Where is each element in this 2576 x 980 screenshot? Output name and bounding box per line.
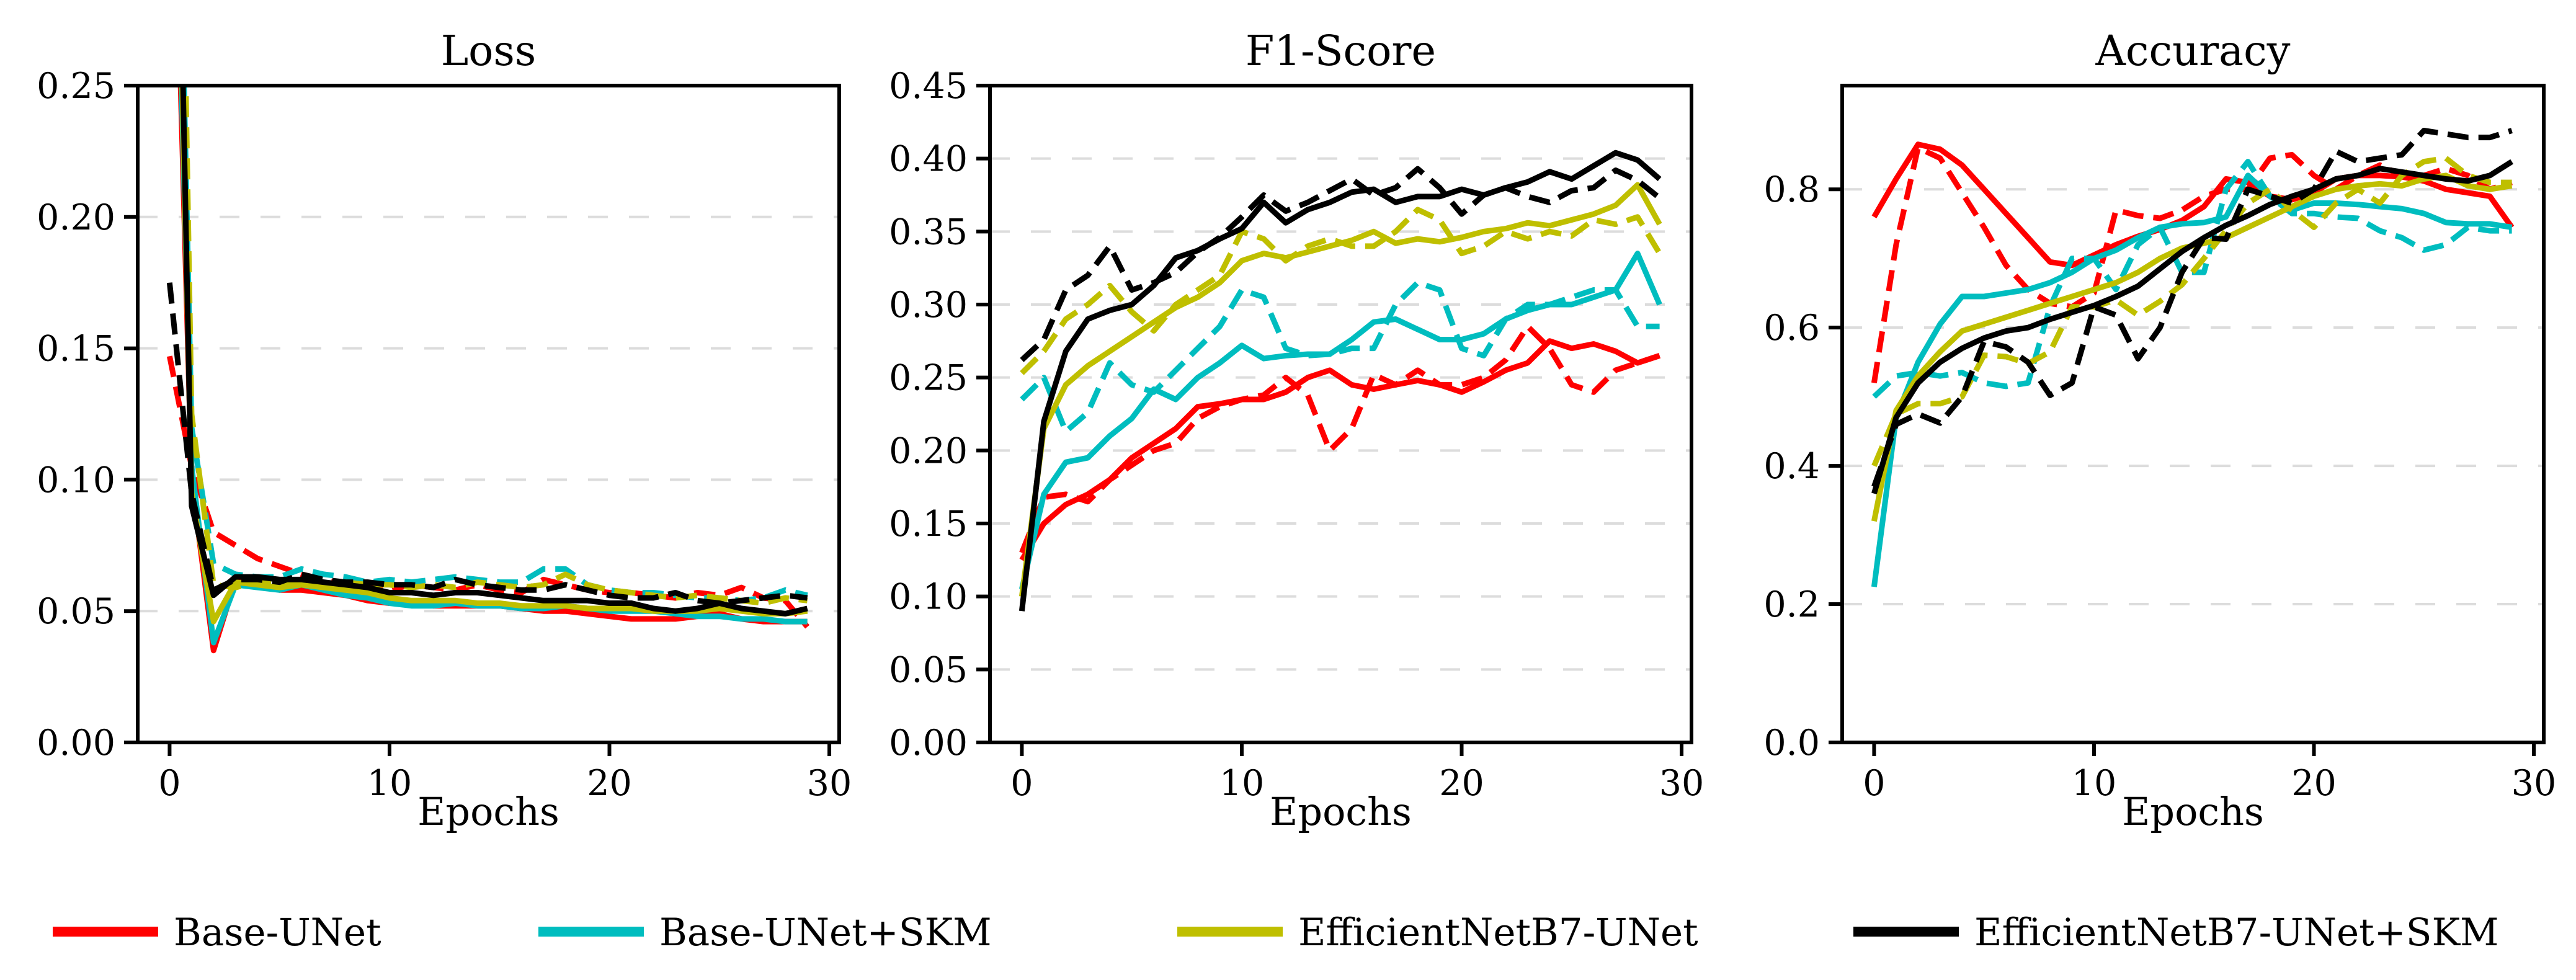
legend-label-efficientnetb7-unet-skm: EfficientNetB7-UNet+SKM	[1974, 911, 2499, 955]
series-base-unet-solid	[1019, 338, 1661, 562]
y-tick-label: 0.40	[889, 139, 968, 180]
chart-title-accuracy: Accuracy	[2095, 27, 2291, 75]
axes-frame	[136, 84, 841, 744]
y-tick-label: 0.20	[889, 430, 968, 471]
series-efficientnetb7-unet-skm-solid	[1018, 149, 1662, 612]
chart-title-loss: Loss	[441, 27, 537, 75]
x-axis-label: Epochs	[417, 789, 559, 834]
y-tick-label: 0.15	[889, 504, 968, 545]
series-efficientnetb7-unet-dashed	[1020, 207, 1662, 375]
legend-label-base-unet-skm: Base-UNet+SKM	[659, 911, 992, 955]
y-tick-label: 0.25	[889, 358, 968, 399]
series-base-unet-skm-solid	[179, 86, 808, 646]
series-efficientnetb7-unet-dashed	[183, 86, 808, 606]
x-tick-label: 30	[1659, 763, 1705, 804]
x-tick-label: 0	[1863, 763, 1885, 804]
axes-frame	[988, 84, 1693, 744]
x-axis-label: Epochs	[2122, 789, 2264, 834]
y-tick-label: 0.15	[37, 329, 115, 370]
series-base-unet-solid	[177, 86, 808, 654]
series-base-unet-skm-solid	[1871, 172, 2513, 587]
chart-title-f1-score: F1-Score	[1246, 27, 1436, 75]
x-tick-label: 0	[1010, 763, 1033, 804]
y-tick-label: 0.20	[37, 197, 115, 238]
subplot-loss: 0 10 20 30 0.00 0.05 0.10 0.15 0.20 0.25 Loss Epoch…	[37, 27, 852, 834]
series-efficientnetb7-unet-skm-solid	[1871, 159, 2513, 494]
series-efficientnetb7-unet-skm-dashed	[1871, 128, 2513, 488]
x-tick-label: 10	[2072, 763, 2117, 804]
y-tick-label: 0.25	[37, 66, 115, 107]
y-tick-label: 0.0	[1763, 723, 1820, 764]
legend-item-efficientnetb7-unet-skm: EfficientNetB7-UNet+SKM	[1853, 911, 2499, 955]
y-tick-label: 0.2	[1763, 584, 1820, 625]
x-tick-label: 20	[2291, 763, 2337, 804]
y-tick-label: 0.30	[889, 285, 968, 326]
series-efficientnetb7-unet-skm-dashed	[166, 282, 808, 606]
series-base-unet-dashed	[1019, 323, 1661, 554]
series-base-unet-skm-dashed	[1020, 280, 1660, 435]
x-axis-label: Epochs	[1270, 789, 1412, 834]
x-tick-label: 0	[158, 763, 180, 804]
y-tick-label: 0.6	[1763, 308, 1820, 349]
y-tick-label: 0.10	[37, 460, 115, 501]
legend-label-base-unet: Base-UNet	[174, 911, 381, 955]
x-tick-label: 20	[1439, 763, 1484, 804]
series-efficientnetb7-unet-solid	[179, 86, 808, 625]
x-tick-label: 30	[807, 763, 852, 804]
x-tick-label: 10	[1219, 763, 1265, 804]
x-tick-label: 20	[587, 763, 632, 804]
y-tick-label: 0.4	[1763, 446, 1820, 487]
y-tick-label: 0.05	[37, 591, 115, 632]
y-tick-label: 0.35	[889, 212, 968, 252]
y-tick-label: 0.10	[889, 577, 968, 618]
series-efficientnetb7-unet-skm-dashed	[1020, 166, 1662, 362]
y-tick-label: 0.05	[889, 649, 968, 690]
y-tick-label: 0.45	[889, 66, 968, 107]
y-tick-label: 0.00	[889, 723, 968, 764]
legend-item-base-unet-skm: Base-UNet+SKM	[538, 911, 992, 955]
subplot-accuracy: 0 10 20 30 0.0 0.2 0.4 0.6 0.8 Accuracy Epochs	[1763, 27, 2556, 834]
series-efficientnetb7-unet-skm-solid	[180, 86, 808, 617]
axes-frame	[1840, 84, 2546, 744]
legend-label-efficientnetb7-unet: EfficientNetB7-UNet	[1298, 911, 1698, 955]
series-base-unet-skm-dashed	[1872, 159, 2512, 399]
y-tick-label: 0.8	[1763, 169, 1820, 210]
legend: Base-UNet Base-UNet+SKM EfficientNetB7-UNe…	[53, 911, 2499, 955]
y-tick-label: 0.00	[37, 723, 115, 764]
series-efficientnetb7-unet-solid	[1871, 172, 2513, 522]
x-tick-label: 10	[367, 763, 412, 804]
legend-item-efficientnetb7-unet: EfficientNetB7-UNet	[1177, 911, 1698, 955]
legend-item-base-unet: Base-UNet	[53, 911, 381, 955]
series-efficientnetb7-unet-solid	[1018, 182, 1662, 597]
series-base-unet-skm-dashed	[181, 86, 808, 604]
subplot-f1-score: 0 10 20 30 0.00 0.05 0.10 0.15 0.20 0.25 0.30 0.35 0…	[889, 27, 1704, 834]
x-tick-label: 30	[2511, 763, 2557, 804]
